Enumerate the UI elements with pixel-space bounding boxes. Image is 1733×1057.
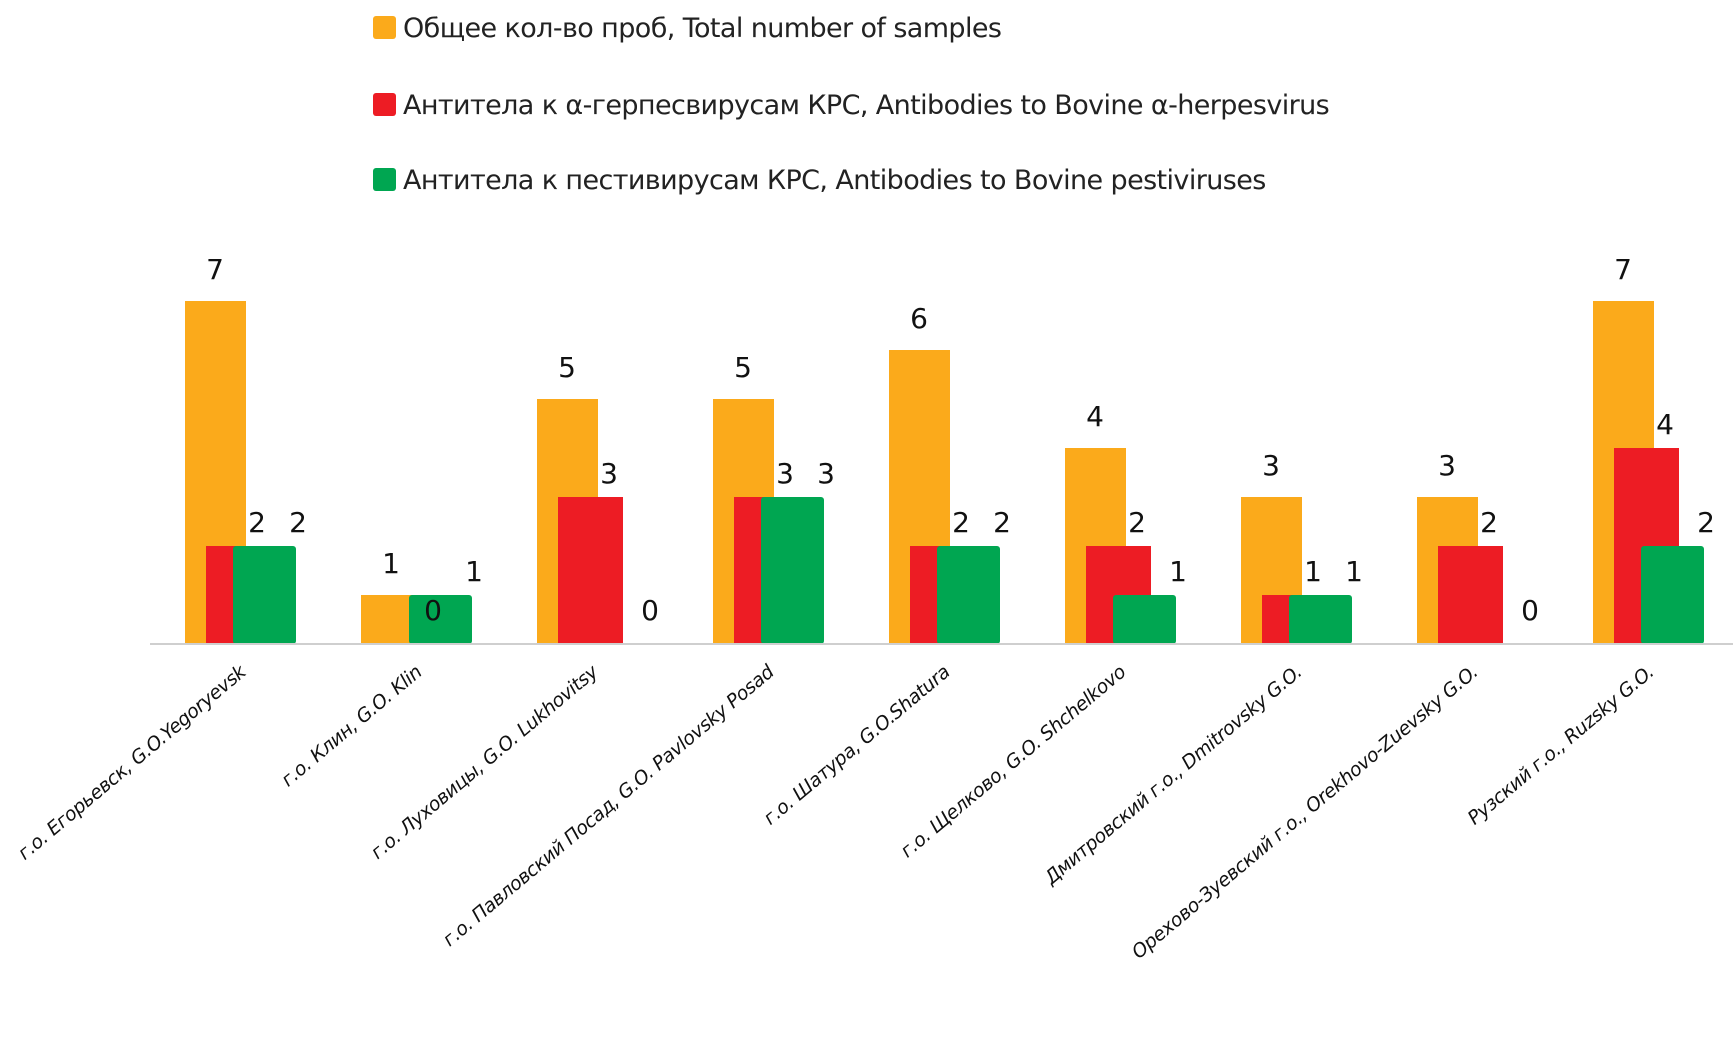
legend-item: Общее кол-во проб, Total number of sampl… bbox=[373, 13, 1002, 44]
legend-label: Общее кол-во проб, Total number of sampl… bbox=[403, 13, 1001, 44]
category-label: г.о. Егорьевск, G.O.Yegoryevsk bbox=[14, 660, 252, 864]
bar-series-3 bbox=[1113, 595, 1176, 644]
data-label: 2 bbox=[1128, 506, 1146, 539]
category-label: Орехово-Зуевский г.о., Orekhovo-Zuevsky … bbox=[1128, 661, 1483, 964]
data-label: 3 bbox=[1438, 449, 1456, 482]
data-label: 2 bbox=[248, 506, 266, 539]
data-label: 1 bbox=[1304, 555, 1322, 588]
legend-label: Антитела к пестивирусам КРС, Antibodies … bbox=[403, 165, 1266, 196]
category-label: г.о. Павловский Посад, G.O. Pavlovsky Po… bbox=[439, 660, 780, 951]
data-label: 1 bbox=[1169, 555, 1187, 588]
data-label: 4 bbox=[1086, 400, 1104, 433]
data-label: 4 bbox=[1656, 408, 1674, 441]
data-label: 3 bbox=[1262, 449, 1280, 482]
data-label: 3 bbox=[776, 457, 794, 490]
data-label: 1 bbox=[1345, 555, 1363, 588]
data-label: 0 bbox=[424, 594, 442, 627]
data-label: 7 bbox=[206, 253, 224, 286]
category-label: г.о. Шатура, G.O.Shatura bbox=[759, 661, 954, 829]
data-label: 2 bbox=[1480, 506, 1498, 539]
bar-series-3 bbox=[937, 546, 1000, 644]
bar-series-2 bbox=[1438, 546, 1503, 644]
data-label: 0 bbox=[1521, 594, 1539, 627]
data-label: 1 bbox=[382, 547, 400, 580]
bar-series-3 bbox=[1641, 546, 1704, 644]
data-label: 2 bbox=[1697, 506, 1715, 539]
bar-series-3 bbox=[1289, 595, 1352, 644]
bar-series-3 bbox=[233, 546, 296, 644]
data-label: 2 bbox=[952, 506, 970, 539]
legend-swatch bbox=[373, 16, 396, 39]
legend-item: Антитела к α-герпесвирусам КРС, Antibodi… bbox=[373, 90, 1330, 121]
data-label: 5 bbox=[734, 351, 752, 384]
legend-swatch bbox=[373, 93, 396, 116]
bar-series-3 bbox=[761, 497, 824, 644]
category-label: Рузский г.о., Ruzsky G.O. bbox=[1464, 661, 1659, 829]
data-label: 2 bbox=[289, 506, 307, 539]
data-label: 2 bbox=[993, 506, 1011, 539]
legend-label: Антитела к α-герпесвирусам КРС, Antibodi… bbox=[403, 90, 1329, 121]
bar-series-2 bbox=[558, 497, 623, 644]
data-label: 3 bbox=[817, 457, 835, 490]
category-labels: г.о. Егорьевск, G.O.Yegoryevsk г.о. Клин,… bbox=[14, 660, 1658, 963]
data-label: 1 bbox=[465, 555, 483, 588]
data-label: 3 bbox=[600, 457, 618, 490]
legend-swatch bbox=[373, 168, 396, 191]
data-label: 5 bbox=[558, 351, 576, 384]
bars bbox=[185, 301, 1704, 644]
legend: Общее кол-во проб, Total number of sampl… bbox=[373, 13, 1330, 196]
category-label: г.о. Клин, G.O. Klin bbox=[277, 661, 426, 791]
bar-series-3 bbox=[409, 595, 472, 644]
data-label: 7 bbox=[1614, 253, 1632, 286]
data-label: 6 bbox=[910, 302, 928, 335]
data-label: 0 bbox=[641, 594, 659, 627]
legend-item: Антитела к пестивирусам КРС, Antibodies … bbox=[373, 165, 1266, 196]
